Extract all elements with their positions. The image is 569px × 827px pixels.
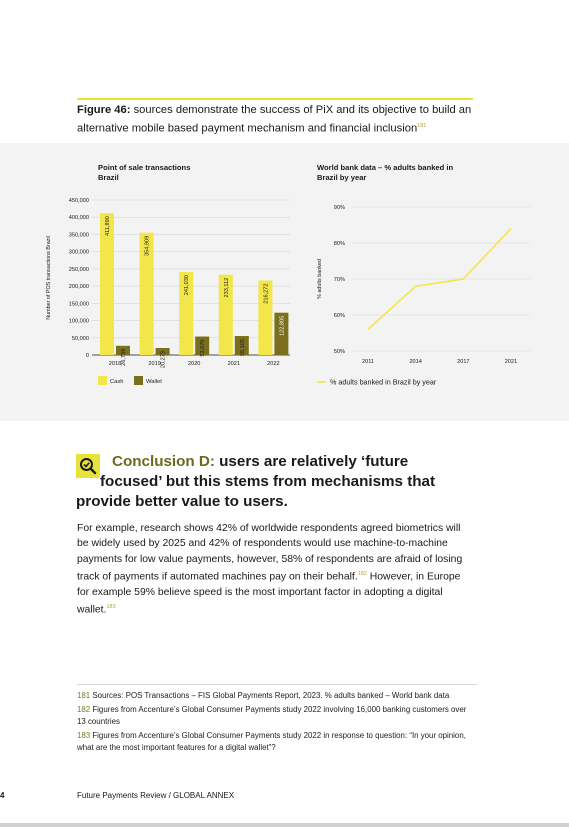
- bar-data-label: 354,909: [145, 236, 151, 256]
- conclusion-line1: users are relatively ‘future: [215, 453, 408, 470]
- bar-data-label: 241,030: [184, 275, 190, 295]
- figure-top-rule: [77, 98, 473, 100]
- figure-note-ref: 181: [417, 123, 426, 129]
- line-y-tick-label: 60%: [334, 313, 345, 319]
- line-y-tick-label: 50%: [334, 349, 345, 355]
- bar-data-label: 233,112: [224, 278, 230, 298]
- bar-y-tick-label: 450,000: [69, 198, 89, 204]
- page-number: 4: [0, 791, 4, 800]
- footnote: 182 Figures from Accenture’s Global Cons…: [77, 704, 477, 727]
- bottom-edge: [0, 823, 569, 827]
- bar-x-tick-label: 2018: [109, 361, 121, 367]
- bar-y-tick-label: 250,000: [69, 267, 89, 273]
- legend-label-wallet: Wallet: [146, 379, 162, 385]
- line-x-tick-label: 2011: [362, 359, 374, 365]
- bar-x-tick-label: 2021: [228, 361, 240, 367]
- bar-y-tick-label: 400,000: [69, 215, 89, 221]
- figure-label: Figure 46:: [77, 104, 130, 116]
- line-x-tick-label: 2017: [457, 359, 469, 365]
- conclusion-label: Conclusion D:: [112, 453, 215, 470]
- bar-data-label: 53,570: [200, 340, 206, 357]
- body-ref-183: 183: [106, 604, 115, 610]
- footnote-rule: [77, 684, 477, 685]
- bar-y-tick-label: 200,000: [69, 284, 89, 290]
- line-x-tick-label: 2014: [409, 359, 421, 365]
- bar-chart-title: Brazil: [98, 173, 119, 182]
- bar-data-label: 26,739: [121, 349, 127, 366]
- legend-swatch-cash: [98, 376, 107, 385]
- figure-caption-text: sources demonstrate the success of PiX a…: [77, 104, 471, 135]
- body-ref-182: 182: [358, 571, 367, 577]
- line-y-tick-label: 80%: [334, 241, 345, 247]
- body-paragraph: For example, research shows 42% of world…: [77, 521, 472, 618]
- legend-swatch-wallet: [134, 376, 143, 385]
- line-chart-title: Brazil by year: [317, 173, 366, 182]
- footnote: 181 Sources: POS Transactions – FIS Glob…: [77, 690, 477, 701]
- bar-data-label: 216,272: [263, 284, 269, 304]
- bar-y-tick-label: 350,000: [69, 232, 89, 238]
- bar-data-label: 20,273: [161, 351, 167, 368]
- line-y-axis-label: % adults banked: [317, 259, 323, 299]
- line-y-tick-label: 90%: [334, 205, 345, 211]
- conclusion-heading: Conclusion D: users are relatively ‘futu…: [76, 452, 496, 512]
- footnote: 183 Figures from Accenture’s Global Cons…: [77, 730, 477, 753]
- bar-y-tick-label: 0: [86, 353, 89, 359]
- bar-data-label: 55,105: [240, 339, 246, 356]
- legend-label-cash: Cash: [110, 379, 124, 385]
- bar-y-axis-label: Number of POS transactions Brazil: [46, 236, 52, 320]
- bar-y-tick-label: 100,000: [69, 319, 89, 325]
- bar-data-label: 411,890: [105, 216, 111, 236]
- bar-x-tick-label: 2020: [188, 361, 200, 367]
- line-legend-label: % adults banked in Brazil by year: [330, 378, 437, 387]
- bar-chart-title: Point of sale transactions: [98, 163, 190, 172]
- bar-x-tick-label: 2019: [148, 361, 160, 367]
- conclusion-line3: provide better value to users.: [76, 492, 496, 512]
- line-y-tick-label: 70%: [334, 277, 345, 283]
- running-head: Future Payments Review / GLOBAL ANNEX: [77, 791, 234, 800]
- bar-y-tick-label: 150,000: [69, 301, 89, 307]
- bar-y-tick-label: 300,000: [69, 250, 89, 256]
- line-x-tick-label: 2021: [505, 359, 517, 365]
- conclusion-line2: focused’ but this stems from mechanisms …: [76, 472, 496, 492]
- figure-caption: Figure 46: sources demonstrate the succe…: [77, 102, 497, 137]
- bar-data-label: 122,805: [279, 316, 285, 336]
- footnotes: 181 Sources: POS Transactions – FIS Glob…: [77, 690, 477, 756]
- bar-x-tick-label: 2022: [267, 361, 279, 367]
- line-chart-title: World bank data – % adults banked in: [317, 163, 454, 172]
- conclusion-block: Conclusion D: users are relatively ‘futu…: [76, 452, 496, 512]
- bar-y-tick-label: 50,000: [72, 336, 89, 342]
- magnifier-check-icon: [76, 454, 100, 478]
